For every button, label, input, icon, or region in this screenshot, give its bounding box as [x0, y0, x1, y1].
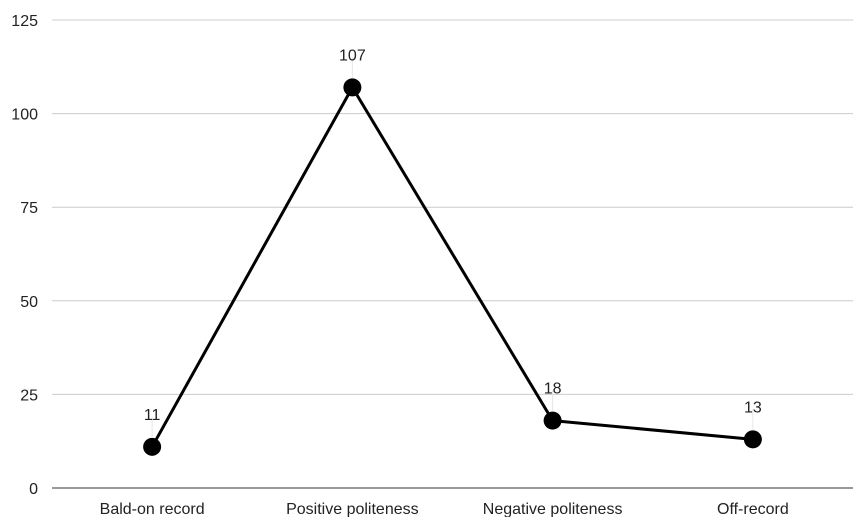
data-label: 107	[339, 47, 366, 64]
x-axis-category-labels: Bald-on record Positive politeness Negativ…	[100, 501, 789, 517]
series-line-path	[150, 85, 754, 448]
x-category-label: Positive politeness	[286, 501, 419, 517]
y-tick-label: 75	[20, 200, 38, 217]
data-label: 13	[744, 399, 762, 416]
data-label: 18	[544, 381, 562, 398]
x-category-label: Bald-on record	[100, 501, 205, 517]
y-axis-tick-labels: 0 25 50 75 100 125	[11, 13, 38, 498]
y-tick-label: 25	[20, 387, 38, 404]
y-tick-label: 0	[29, 481, 38, 498]
data-label: 11	[144, 407, 161, 424]
series-markers	[143, 78, 762, 456]
x-category-label: Off-record	[717, 501, 789, 517]
gridlines	[52, 19, 853, 489]
y-tick-label: 125	[11, 13, 38, 30]
x-category-label: Negative politeness	[483, 501, 623, 517]
data-point-marker	[543, 411, 562, 430]
series-line	[150, 85, 754, 448]
data-labels: 11 107 18 13	[144, 47, 762, 438]
data-point-marker	[343, 78, 362, 97]
y-tick-label: 50	[20, 294, 38, 311]
y-tick-label: 100	[11, 107, 38, 124]
data-point-marker	[743, 430, 762, 449]
data-point-marker	[143, 437, 162, 456]
